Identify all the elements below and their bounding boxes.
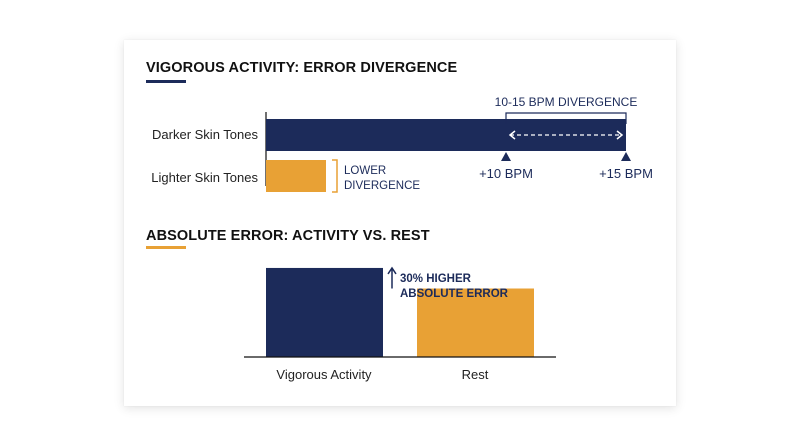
chart-1-title: VIGOROUS ACTIVITY: ERROR DIVERGENCE [146, 60, 458, 76]
higher-error-label-line2: ABSOLUTE ERROR [400, 288, 509, 300]
up-arrow-icon [387, 266, 397, 289]
chart-1-title-underline [146, 80, 186, 83]
charts-svg: Darker Skin Tones Lighter Skin Tones LOW… [151, 95, 653, 382]
marker-10-bpm-icon [501, 152, 511, 161]
range-arrow-left-icon [508, 130, 516, 140]
lower-divergence-bracket [332, 159, 338, 193]
chart-2-title: ABSOLUTE ERROR: ACTIVITY VS. REST [146, 228, 430, 244]
range-label: 10-15 BPM DIVERGENCE [495, 95, 638, 109]
marker-label-15-bpm: +15 BPM [599, 166, 653, 181]
category-label-vigorous: Vigorous Activity [276, 367, 372, 382]
category-label-lighter: Lighter Skin Tones [151, 170, 258, 185]
lower-divergence-label-line1: LOWER [344, 165, 386, 177]
higher-error-label-line1: 30% HIGHER [400, 273, 472, 285]
range-arrow-right-icon [616, 130, 624, 140]
bar-vigorous-activity [266, 267, 383, 357]
bar-rest [417, 288, 534, 357]
marker-label-10-bpm: +10 BPM [479, 166, 533, 181]
category-label-rest: Rest [462, 367, 489, 382]
chart-2-title-underline [146, 246, 186, 249]
bar-darker-skin-tones [266, 119, 626, 151]
bar-lighter-skin-tones [266, 160, 326, 192]
chart-card: VIGOROUS ACTIVITY: ERROR DIVERGENCE ABSO… [124, 40, 676, 406]
category-label-darker: Darker Skin Tones [152, 127, 258, 142]
range-bracket [505, 112, 627, 124]
marker-15-bpm-icon [621, 152, 631, 161]
lower-divergence-label-line2: DIVERGENCE [344, 180, 420, 192]
